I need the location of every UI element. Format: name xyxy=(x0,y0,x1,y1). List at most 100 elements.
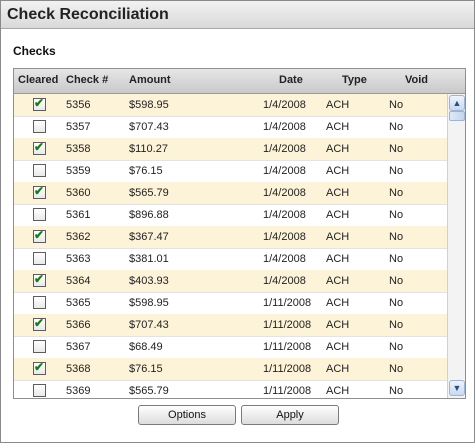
void-cell: No xyxy=(389,363,404,375)
amount-cell: $367.47 xyxy=(129,231,169,243)
cleared-checkbox[interactable] xyxy=(33,296,46,309)
cleared-checkbox[interactable]: ✔ xyxy=(33,184,46,199)
column-header-date[interactable]: Date xyxy=(279,74,303,86)
table-row[interactable]: ✔ 5362 $367.47 1/4/2008 ACH No xyxy=(14,226,448,249)
amount-cell: $76.15 xyxy=(129,165,163,177)
checkmark-icon: ✔ xyxy=(34,96,45,110)
check-number-cell: 5368 xyxy=(66,363,91,375)
type-cell: ACH xyxy=(326,121,350,133)
table-row[interactable]: ✔ 5366 $707.43 1/11/2008 ACH No xyxy=(14,314,448,337)
date-cell: 1/11/2008 xyxy=(263,341,312,353)
checkmark-icon: ✔ xyxy=(34,272,45,286)
amount-cell: $403.93 xyxy=(129,275,169,287)
scroll-thumb[interactable] xyxy=(449,111,465,121)
type-cell: ACH xyxy=(326,341,350,353)
table-row[interactable]: 5357 $707.43 1/4/2008 ACH No xyxy=(14,116,448,139)
check-number-cell: 5357 xyxy=(66,121,91,133)
amount-cell: $707.43 xyxy=(129,319,169,331)
cleared-checkbox[interactable] xyxy=(33,120,46,133)
window-title: Check Reconciliation xyxy=(7,6,169,23)
check-number-cell: 5358 xyxy=(66,143,91,155)
void-cell: No xyxy=(389,341,404,353)
table-row[interactable]: ✔ 5358 $110.27 1/4/2008 ACH No xyxy=(14,138,448,161)
amount-cell: $598.95 xyxy=(129,99,169,111)
table-row[interactable]: 5361 $896.88 1/4/2008 ACH No xyxy=(14,204,448,227)
date-cell: 1/4/2008 xyxy=(263,275,306,287)
cleared-checkbox[interactable]: ✔ xyxy=(33,140,46,155)
table-row[interactable]: 5369 $565.79 1/11/2008 ACH No xyxy=(14,380,448,398)
amount-cell: $381.01 xyxy=(129,253,169,265)
table-row[interactable]: 5365 $598.95 1/11/2008 ACH No xyxy=(14,292,448,315)
table-row[interactable]: 5363 $381.01 1/4/2008 ACH No xyxy=(14,248,448,271)
check-number-cell: 5369 xyxy=(66,385,91,397)
type-cell: ACH xyxy=(326,231,350,243)
check-number-cell: 5359 xyxy=(66,165,91,177)
void-cell: No xyxy=(389,385,404,397)
vertical-scrollbar[interactable]: ▲ ▼ xyxy=(447,94,465,398)
title-bar: Check Reconciliation xyxy=(1,1,474,29)
check-number-cell: 5363 xyxy=(66,253,91,265)
table-row[interactable]: ✔ 5356 $598.95 1/4/2008 ACH No xyxy=(14,94,448,117)
void-cell: No xyxy=(389,165,404,177)
column-header-void[interactable]: Void xyxy=(405,74,429,86)
amount-cell: $76.15 xyxy=(129,363,163,375)
check-number-cell: 5366 xyxy=(66,319,91,331)
date-cell: 1/4/2008 xyxy=(263,187,306,199)
date-cell: 1/4/2008 xyxy=(263,253,306,265)
cleared-checkbox[interactable]: ✔ xyxy=(33,272,46,287)
amount-cell: $707.43 xyxy=(129,121,169,133)
date-cell: 1/4/2008 xyxy=(263,209,306,221)
void-cell: No xyxy=(389,319,404,331)
apply-button[interactable]: Apply xyxy=(241,405,339,425)
type-cell: ACH xyxy=(326,187,350,199)
type-cell: ACH xyxy=(326,363,350,375)
amount-cell: $565.79 xyxy=(129,385,169,397)
date-cell: 1/11/2008 xyxy=(263,363,312,375)
date-cell: 1/4/2008 xyxy=(263,143,306,155)
column-header-amount[interactable]: Amount xyxy=(129,74,171,86)
column-header-check-number[interactable]: Check # xyxy=(66,74,109,86)
grid-header: Cleared Check # Amount Date Type Void xyxy=(14,69,465,94)
type-cell: ACH xyxy=(326,385,350,397)
scroll-down-icon[interactable]: ▼ xyxy=(449,380,465,396)
table-row[interactable]: ✔ 5364 $403.93 1/4/2008 ACH No xyxy=(14,270,448,293)
date-cell: 1/4/2008 xyxy=(263,121,306,133)
cleared-checkbox[interactable] xyxy=(33,252,46,265)
options-button[interactable]: Options xyxy=(138,405,236,425)
column-header-cleared[interactable]: Cleared xyxy=(18,74,59,86)
checks-grid: Cleared Check # Amount Date Type Void ✔ 5… xyxy=(13,68,466,399)
cleared-checkbox[interactable] xyxy=(33,384,46,397)
check-number-cell: 5367 xyxy=(66,341,91,353)
cleared-checkbox[interactable] xyxy=(33,208,46,221)
cleared-checkbox[interactable] xyxy=(33,164,46,177)
void-cell: No xyxy=(389,99,404,111)
void-cell: No xyxy=(389,297,404,309)
checkmark-icon: ✔ xyxy=(34,184,45,198)
void-cell: No xyxy=(389,209,404,221)
column-header-type[interactable]: Type xyxy=(342,74,367,86)
type-cell: ACH xyxy=(326,143,350,155)
table-row[interactable]: 5367 $68.49 1/11/2008 ACH No xyxy=(14,336,448,359)
checkmark-icon: ✔ xyxy=(34,228,45,242)
void-cell: No xyxy=(389,143,404,155)
date-cell: 1/11/2008 xyxy=(263,385,312,397)
checkmark-icon: ✔ xyxy=(34,360,45,374)
check-number-cell: 5361 xyxy=(66,209,91,221)
table-row[interactable]: 5359 $76.15 1/4/2008 ACH No xyxy=(14,160,448,183)
table-row[interactable]: ✔ 5368 $76.15 1/11/2008 ACH No xyxy=(14,358,448,381)
cleared-checkbox[interactable]: ✔ xyxy=(33,228,46,243)
void-cell: No xyxy=(389,253,404,265)
type-cell: ACH xyxy=(326,297,350,309)
void-cell: No xyxy=(389,121,404,133)
date-cell: 1/11/2008 xyxy=(263,319,312,331)
cleared-checkbox[interactable] xyxy=(33,340,46,353)
scroll-up-icon[interactable]: ▲ xyxy=(449,95,465,111)
amount-cell: $68.49 xyxy=(129,341,163,353)
checkmark-icon: ✔ xyxy=(34,140,45,154)
cleared-checkbox[interactable]: ✔ xyxy=(33,360,46,375)
type-cell: ACH xyxy=(326,275,350,287)
table-row[interactable]: ✔ 5360 $565.79 1/4/2008 ACH No xyxy=(14,182,448,205)
cleared-checkbox[interactable]: ✔ xyxy=(33,96,46,111)
cleared-checkbox[interactable]: ✔ xyxy=(33,316,46,331)
check-number-cell: 5364 xyxy=(66,275,91,287)
